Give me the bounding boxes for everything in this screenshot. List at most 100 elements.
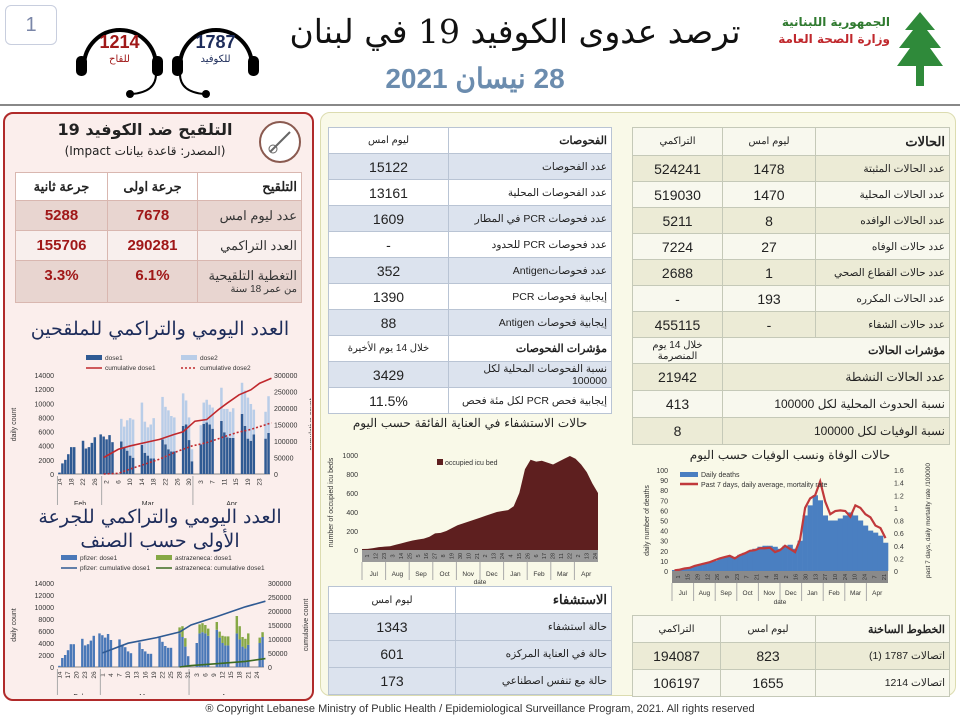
y2-tick-label: 50000 <box>268 651 288 658</box>
bar <box>802 515 808 571</box>
legend-swatch <box>680 472 698 477</box>
bar <box>58 472 61 474</box>
table-cell: 1390 <box>328 283 449 310</box>
legend-swatch <box>156 555 172 560</box>
bar <box>125 420 129 451</box>
x-tick-label: 6 <box>115 480 122 484</box>
bar <box>102 436 105 474</box>
bar <box>707 561 713 571</box>
table-cell: نسبة الحدوث المحلية لكل 100000 <box>722 390 950 418</box>
legend-swatch <box>86 355 102 360</box>
y2-tick-label: 100000 <box>274 439 297 446</box>
bar <box>140 445 144 474</box>
bar <box>240 413 244 474</box>
x-tick-label: 20 <box>74 671 81 679</box>
y-tick-label: 10000 <box>35 401 55 408</box>
bar <box>84 448 88 474</box>
bar <box>181 626 184 637</box>
page-number: 1 <box>5 5 57 45</box>
table-cell: 13161 <box>328 179 449 206</box>
table-cell: 2688 <box>632 259 723 286</box>
bar <box>837 518 844 571</box>
x-tick-label: 15 <box>686 574 692 580</box>
x-tick-label: 28 <box>551 553 557 559</box>
y2-tick-label: 0.8 <box>894 519 904 526</box>
row-label: التغطية التلقيحية <box>208 268 297 283</box>
y-tick-label: 2000 <box>38 653 54 660</box>
month-label: Dec <box>486 571 498 578</box>
table-row: 524241 1478 عدد الحالات المثبتة <box>632 155 950 182</box>
x-tick-label: 11 <box>221 478 228 485</box>
bar <box>173 451 176 474</box>
table-cell: 823 <box>720 642 816 670</box>
vaccine-syringe-icon <box>259 121 301 163</box>
y-tick-label: 4000 <box>38 444 54 451</box>
hospitalization-table: ليوم امس الاستشفاء 1343 حالة استشفاء 601 حالة… <box>328 586 612 695</box>
y2-tick-label: 0.2 <box>894 556 904 563</box>
bar <box>72 644 75 667</box>
bar <box>842 515 849 571</box>
bar <box>792 548 798 571</box>
bar <box>186 656 190 667</box>
table-cell: عدد ليوم امس <box>197 200 302 231</box>
bar <box>822 515 829 571</box>
bar <box>847 512 854 571</box>
table-cell: عدد حالات القطاع الصحي <box>815 259 950 286</box>
x-tick-label: 30 <box>186 478 193 486</box>
bar <box>226 437 229 474</box>
y2-tick-label: 1.2 <box>894 493 904 500</box>
bar <box>83 645 87 667</box>
bar <box>812 495 818 571</box>
column-header: جرعة ثانية <box>15 172 108 201</box>
vaccine-hotline-badge: 1214 للقاح <box>72 8 167 103</box>
bar <box>164 406 167 445</box>
x-tick-label: 13 <box>134 671 141 679</box>
bar <box>261 637 264 667</box>
x-tick-label: 7 <box>210 480 217 484</box>
x-tick-label: 12 <box>374 553 380 559</box>
table-row: 519030 1470 عدد الحالات المحلية <box>632 181 950 208</box>
bar <box>206 628 210 636</box>
y2-tick-label: 200000 <box>268 609 291 616</box>
bar <box>215 622 219 630</box>
y-tick-label: 6000 <box>38 430 54 437</box>
bar <box>144 651 147 667</box>
x-tick-label: 26 <box>715 574 721 580</box>
table-cell: 5288 <box>15 200 108 231</box>
bar <box>872 532 879 571</box>
bar <box>118 639 121 667</box>
y-tick-label: 90 <box>660 478 668 485</box>
month-label: Mar <box>557 571 569 578</box>
column-header: مؤشرات الفحوصات <box>448 335 612 362</box>
x-tick-label: 1 <box>99 673 106 677</box>
month-label: Nov <box>462 571 474 578</box>
y2-tick-label: 150000 <box>274 423 297 430</box>
table-cell: 8 <box>722 207 816 234</box>
x-tick-label: 4 <box>764 575 770 578</box>
column-header: ليوم امس <box>722 127 816 156</box>
bar <box>712 560 718 571</box>
bar <box>131 457 135 474</box>
table-cell: 155706 <box>15 230 108 261</box>
x-tick-label: 13 <box>584 553 590 559</box>
column-header: التراكمي <box>632 127 723 156</box>
x-tick-label: 18 <box>237 671 244 679</box>
x-tick-label: 25 <box>407 553 413 559</box>
bar <box>687 567 693 571</box>
table-row: 2688 1 عدد حالات القطاع الصحي <box>632 259 950 286</box>
bar <box>208 404 211 425</box>
month-label: Dec <box>785 590 797 597</box>
bar <box>125 450 129 474</box>
bar <box>762 545 768 571</box>
bar <box>252 409 256 435</box>
legend-label: pfizer: cumulative dose1 <box>80 565 150 572</box>
hotline-label: للكوفيد <box>200 54 231 65</box>
bar <box>702 562 708 571</box>
x-tick-label: 18 <box>151 478 158 486</box>
y-tick-label: 1000 <box>342 453 358 460</box>
bar <box>92 635 95 667</box>
x-tick-label: 22 <box>80 478 87 486</box>
x-tick-label: 19 <box>151 671 158 679</box>
x-tick-label: 22 <box>159 671 166 679</box>
x-tick-label: 10 <box>853 574 859 580</box>
